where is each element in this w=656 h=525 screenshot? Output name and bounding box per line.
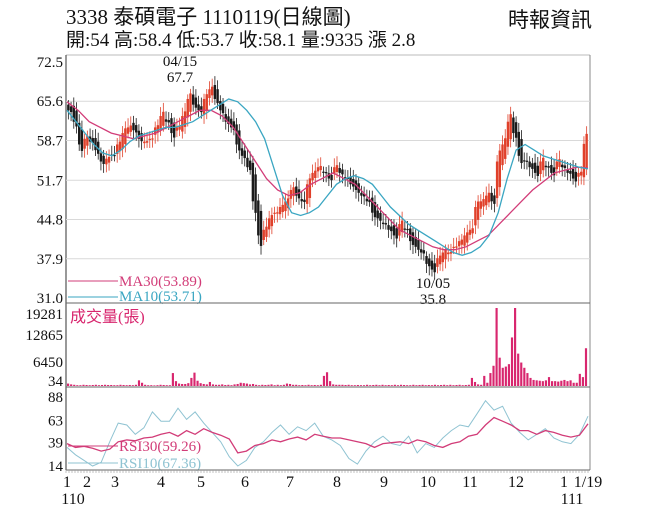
- x-tick-label: 4: [157, 474, 165, 491]
- chart-title: 3338 泰碩電子 1110119(日線圖): [66, 5, 351, 29]
- volume-bars: [67, 308, 588, 386]
- y-tick-label: 6450: [33, 355, 63, 371]
- ohlc-summary: 開:54 高:58.4 低:53.7 收:58.1 量:9335 漲 2.8: [66, 30, 416, 51]
- high-annotation: 04/15 67.7: [163, 54, 197, 86]
- x-tick-label: 3: [111, 474, 119, 491]
- legend-ma10: MA10(53.71): [119, 289, 202, 305]
- ma-legend: MA30(53.89) MA10(53.71): [68, 274, 202, 305]
- rsi10-line: [66, 399, 589, 467]
- legend-rsi10: RSI10(67.36): [119, 456, 201, 472]
- y-tick-label: 72.5: [37, 55, 63, 71]
- x-tick-label: 10: [420, 474, 436, 491]
- low-date-label: 10/05: [416, 276, 450, 292]
- y-tick-label: 14: [48, 459, 64, 475]
- x-tick-label: 8: [333, 474, 341, 491]
- x-axis-ticks: [65, 470, 589, 473]
- y-tick-label: 19281: [26, 307, 64, 323]
- x-tick-label: 7: [286, 474, 294, 491]
- volume-panel: 19281 12865 6450 34 成交量(張): [26, 307, 590, 390]
- y-tick-label: 12865: [26, 328, 64, 344]
- volume-y-axis: 19281 12865 6450 34: [26, 307, 64, 390]
- price-y-axis: 72.5 65.6 58.7 51.7 44.8 37.9 31.0: [37, 55, 64, 307]
- high-date-label: 04/15: [163, 54, 197, 70]
- x-tick-label: 1/19: [574, 474, 602, 491]
- rsi-legend: RSI30(59.26) RSI10(67.36): [68, 439, 201, 472]
- source-label: 時報資訊: [508, 8, 592, 32]
- legend-rsi30: RSI30(59.26): [119, 439, 201, 455]
- y-tick-label: 63: [48, 413, 63, 429]
- x-axis-year-labels: 110 111: [61, 491, 583, 508]
- x-tick-label: 2: [83, 474, 91, 491]
- y-tick-label: 39: [48, 436, 63, 452]
- x-tick-label: 1: [560, 474, 568, 491]
- y-tick-label: 31.0: [37, 291, 63, 307]
- rsi-y-axis: 88 63 39 14: [48, 390, 64, 475]
- candlesticks: [67, 76, 588, 280]
- year-label-111: 111: [561, 491, 584, 508]
- legend-ma30: MA30(53.89): [119, 274, 202, 290]
- price-panel: 72.565.658.751.744.837.931.0 04/15 67.7 …: [37, 54, 591, 470]
- x-tick-label: 9: [380, 474, 388, 491]
- x-tick-label: 1: [63, 474, 71, 491]
- high-value-label: 67.7: [167, 70, 194, 86]
- x-tick-label: 5: [197, 474, 205, 491]
- rsi-panel: 88 63 39 14 RSI30(59.26) RSI10(67.36): [48, 390, 590, 475]
- y-tick-label: 37.9: [37, 252, 63, 268]
- y-tick-label: 58.7: [37, 133, 64, 149]
- y-tick-label: 34: [48, 374, 64, 390]
- ma30-line: [66, 101, 589, 251]
- low-annotation: 10/05 35.8: [416, 276, 450, 308]
- y-tick-label: 44.8: [37, 213, 63, 229]
- low-value-label: 35.8: [420, 292, 446, 308]
- y-tick-label: 88: [48, 390, 63, 406]
- y-tick-label: 65.6: [37, 94, 64, 110]
- year-label-110: 110: [61, 491, 84, 508]
- x-axis-labels: 1 2 3 4 5 6 7 8 9 10 11 12 1 1/19: [63, 474, 602, 491]
- x-tick-label: 11: [462, 474, 477, 491]
- y-tick-label: 51.7: [37, 173, 64, 189]
- x-tick-label: 6: [241, 474, 249, 491]
- rsi30-line: [66, 416, 589, 454]
- ma10-line: [66, 98, 589, 256]
- volume-title: 成交量(張): [70, 308, 145, 326]
- x-tick-label: 12: [508, 474, 524, 491]
